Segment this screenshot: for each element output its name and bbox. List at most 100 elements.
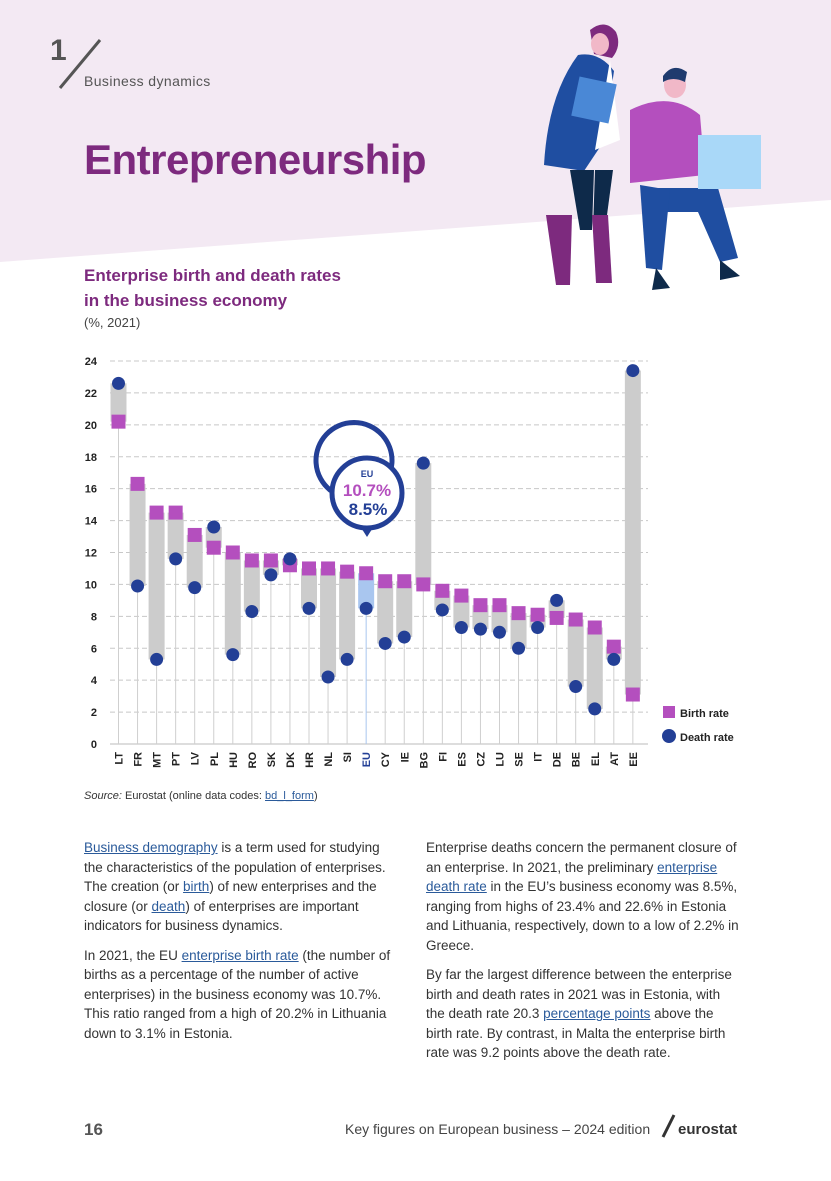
birth-link[interactable]: birth xyxy=(183,879,210,894)
death-marker-SK xyxy=(264,568,278,582)
range-bar-NL xyxy=(320,568,337,677)
birth-marker-RO xyxy=(244,553,259,568)
x-tick-label-EE: EE xyxy=(628,752,640,767)
percentage-points-link[interactable]: percentage points xyxy=(543,1006,651,1021)
x-tick-label-HU: HU xyxy=(228,752,240,768)
birth-marker-FI xyxy=(435,583,450,598)
range-bar-HU xyxy=(224,552,241,655)
business-demography-link[interactable]: Business demography xyxy=(84,840,218,855)
y-tick-label: 20 xyxy=(85,420,97,432)
y-tick-label: 10 xyxy=(85,579,97,591)
chart-title: Enterprise birth and death rates in the … xyxy=(84,263,414,313)
birth-marker-EE xyxy=(625,687,640,702)
eu-callout-label: EU xyxy=(361,469,374,479)
y-tick-label: 2 xyxy=(91,707,97,719)
y-tick-label: 0 xyxy=(91,739,97,751)
chart-title-line2: in the business economy xyxy=(84,291,288,310)
x-tick-label-CY: CY xyxy=(380,751,392,767)
death-marker-LT xyxy=(112,376,125,390)
source-code-link[interactable]: bd_l_form xyxy=(265,790,314,802)
x-tick-label-LT: LT xyxy=(114,752,126,765)
death-marker-HU xyxy=(226,648,240,662)
death-marker-DE xyxy=(550,593,564,607)
birth-marker-EU xyxy=(359,566,374,581)
chart-unit: (%, 2021) xyxy=(84,315,141,330)
x-tick-label-PT: PT xyxy=(171,752,183,766)
legend: Birth rate Death rate xyxy=(662,706,734,744)
publication-title: Key figures on European business – 2024 … xyxy=(345,1121,651,1137)
y-tick-label: 18 xyxy=(85,452,97,464)
death-marker-IT xyxy=(531,621,545,635)
birth-marker-SI xyxy=(340,564,355,579)
x-tick-label-BE: BE xyxy=(571,752,583,767)
x-tick-label-RO: RO xyxy=(247,752,259,769)
eu-callout: EU 10.7% 8.5% xyxy=(313,420,405,537)
birth-marker-EL xyxy=(587,620,602,635)
birth-marker-LT xyxy=(111,414,126,429)
birth-marker-AT xyxy=(606,639,621,654)
x-tick-label-EU: EU xyxy=(361,752,373,767)
x-tick-label-LV: LV xyxy=(190,751,202,765)
birth-rate-link[interactable]: enterprise birth rate xyxy=(181,947,299,963)
death-marker-FR xyxy=(131,579,145,593)
eurostat-logo: eurostat xyxy=(661,1114,737,1138)
x-tick-label-SK: SK xyxy=(266,752,278,767)
death-markers xyxy=(112,364,640,716)
p4-text-b: above the birth rate. By contrast, in Ma… xyxy=(426,1006,726,1060)
y-tick-label: 14 xyxy=(85,516,98,528)
death-marker-HR xyxy=(302,601,316,615)
birth-marker-HU xyxy=(225,545,240,560)
x-tick-label-LU: LU xyxy=(495,752,507,767)
death-marker-LV xyxy=(188,581,202,595)
birth-marker-IE xyxy=(397,574,412,589)
birth-marker-MT xyxy=(149,505,164,520)
chapter-slash-icon xyxy=(58,39,102,89)
x-tick-label-IE: IE xyxy=(399,752,411,762)
birth-marker-FR xyxy=(130,476,145,491)
range-bar-SE xyxy=(510,613,527,649)
x-tick-label-MT: MT xyxy=(152,752,164,768)
eu-callout-birth: 10.7% xyxy=(343,481,391,500)
body-column-left: Business demography is a term used for s… xyxy=(84,838,400,1053)
x-axis-ticks: LT FR MT PT LV PL HU RO SK DK HR NL SI EU CY IE BG FI ES CZ… xyxy=(114,751,640,768)
eu-callout-death: 8.5% xyxy=(349,500,388,519)
death-marker-EE xyxy=(626,364,640,378)
body-column-right: Enterprise deaths concern the permanent … xyxy=(426,838,742,1073)
p2-text-a: In 2021, the EU xyxy=(84,947,182,963)
birth-marker-PT xyxy=(168,505,183,520)
x-tick-label-AT: AT xyxy=(609,752,621,766)
death-marker-EU xyxy=(359,601,373,615)
y-tick-label: 12 xyxy=(85,548,97,560)
death-link[interactable]: death xyxy=(151,898,186,914)
x-tick-label-FR: FR xyxy=(133,752,145,767)
range-bar-ES xyxy=(453,595,470,628)
birth-marker-CY xyxy=(378,574,393,589)
paragraph-4: By far the largest difference between th… xyxy=(426,965,742,1063)
x-tick-label-EL: EL xyxy=(590,752,602,766)
range-bar-LV xyxy=(186,534,203,588)
y-tick-label: 6 xyxy=(91,643,97,655)
x-tick-label-PL: PL xyxy=(209,752,221,766)
range-bar-HR xyxy=(301,568,317,609)
range-bar-EE xyxy=(624,370,641,695)
p1-text-a: is a term used for studying the characte… xyxy=(84,840,386,894)
birth-marker-BE xyxy=(568,612,583,627)
page-title: Entrepreneurship xyxy=(84,136,427,183)
range-bars xyxy=(110,370,641,744)
legend-birth-marker xyxy=(663,706,675,718)
death-marker-FI xyxy=(435,603,449,617)
x-tick-label-HR: HR xyxy=(304,752,316,768)
death-marker-BG xyxy=(416,456,430,470)
chapter-number: 1 xyxy=(50,34,67,67)
people-illustration xyxy=(544,24,761,290)
birth-marker-HR xyxy=(302,561,316,576)
range-bar-SI xyxy=(339,571,356,660)
y-tick-label: 8 xyxy=(91,611,97,623)
death-rate-link[interactable]: enterprise death rate xyxy=(426,859,718,895)
source-text: Eurostat (online data codes: xyxy=(121,790,266,802)
eurostat-logo-text: eurostat xyxy=(678,1121,737,1138)
birth-marker-LU xyxy=(492,598,507,613)
legend-death-marker xyxy=(662,729,676,743)
death-marker-PT xyxy=(169,552,183,566)
death-marker-CZ xyxy=(473,622,487,636)
